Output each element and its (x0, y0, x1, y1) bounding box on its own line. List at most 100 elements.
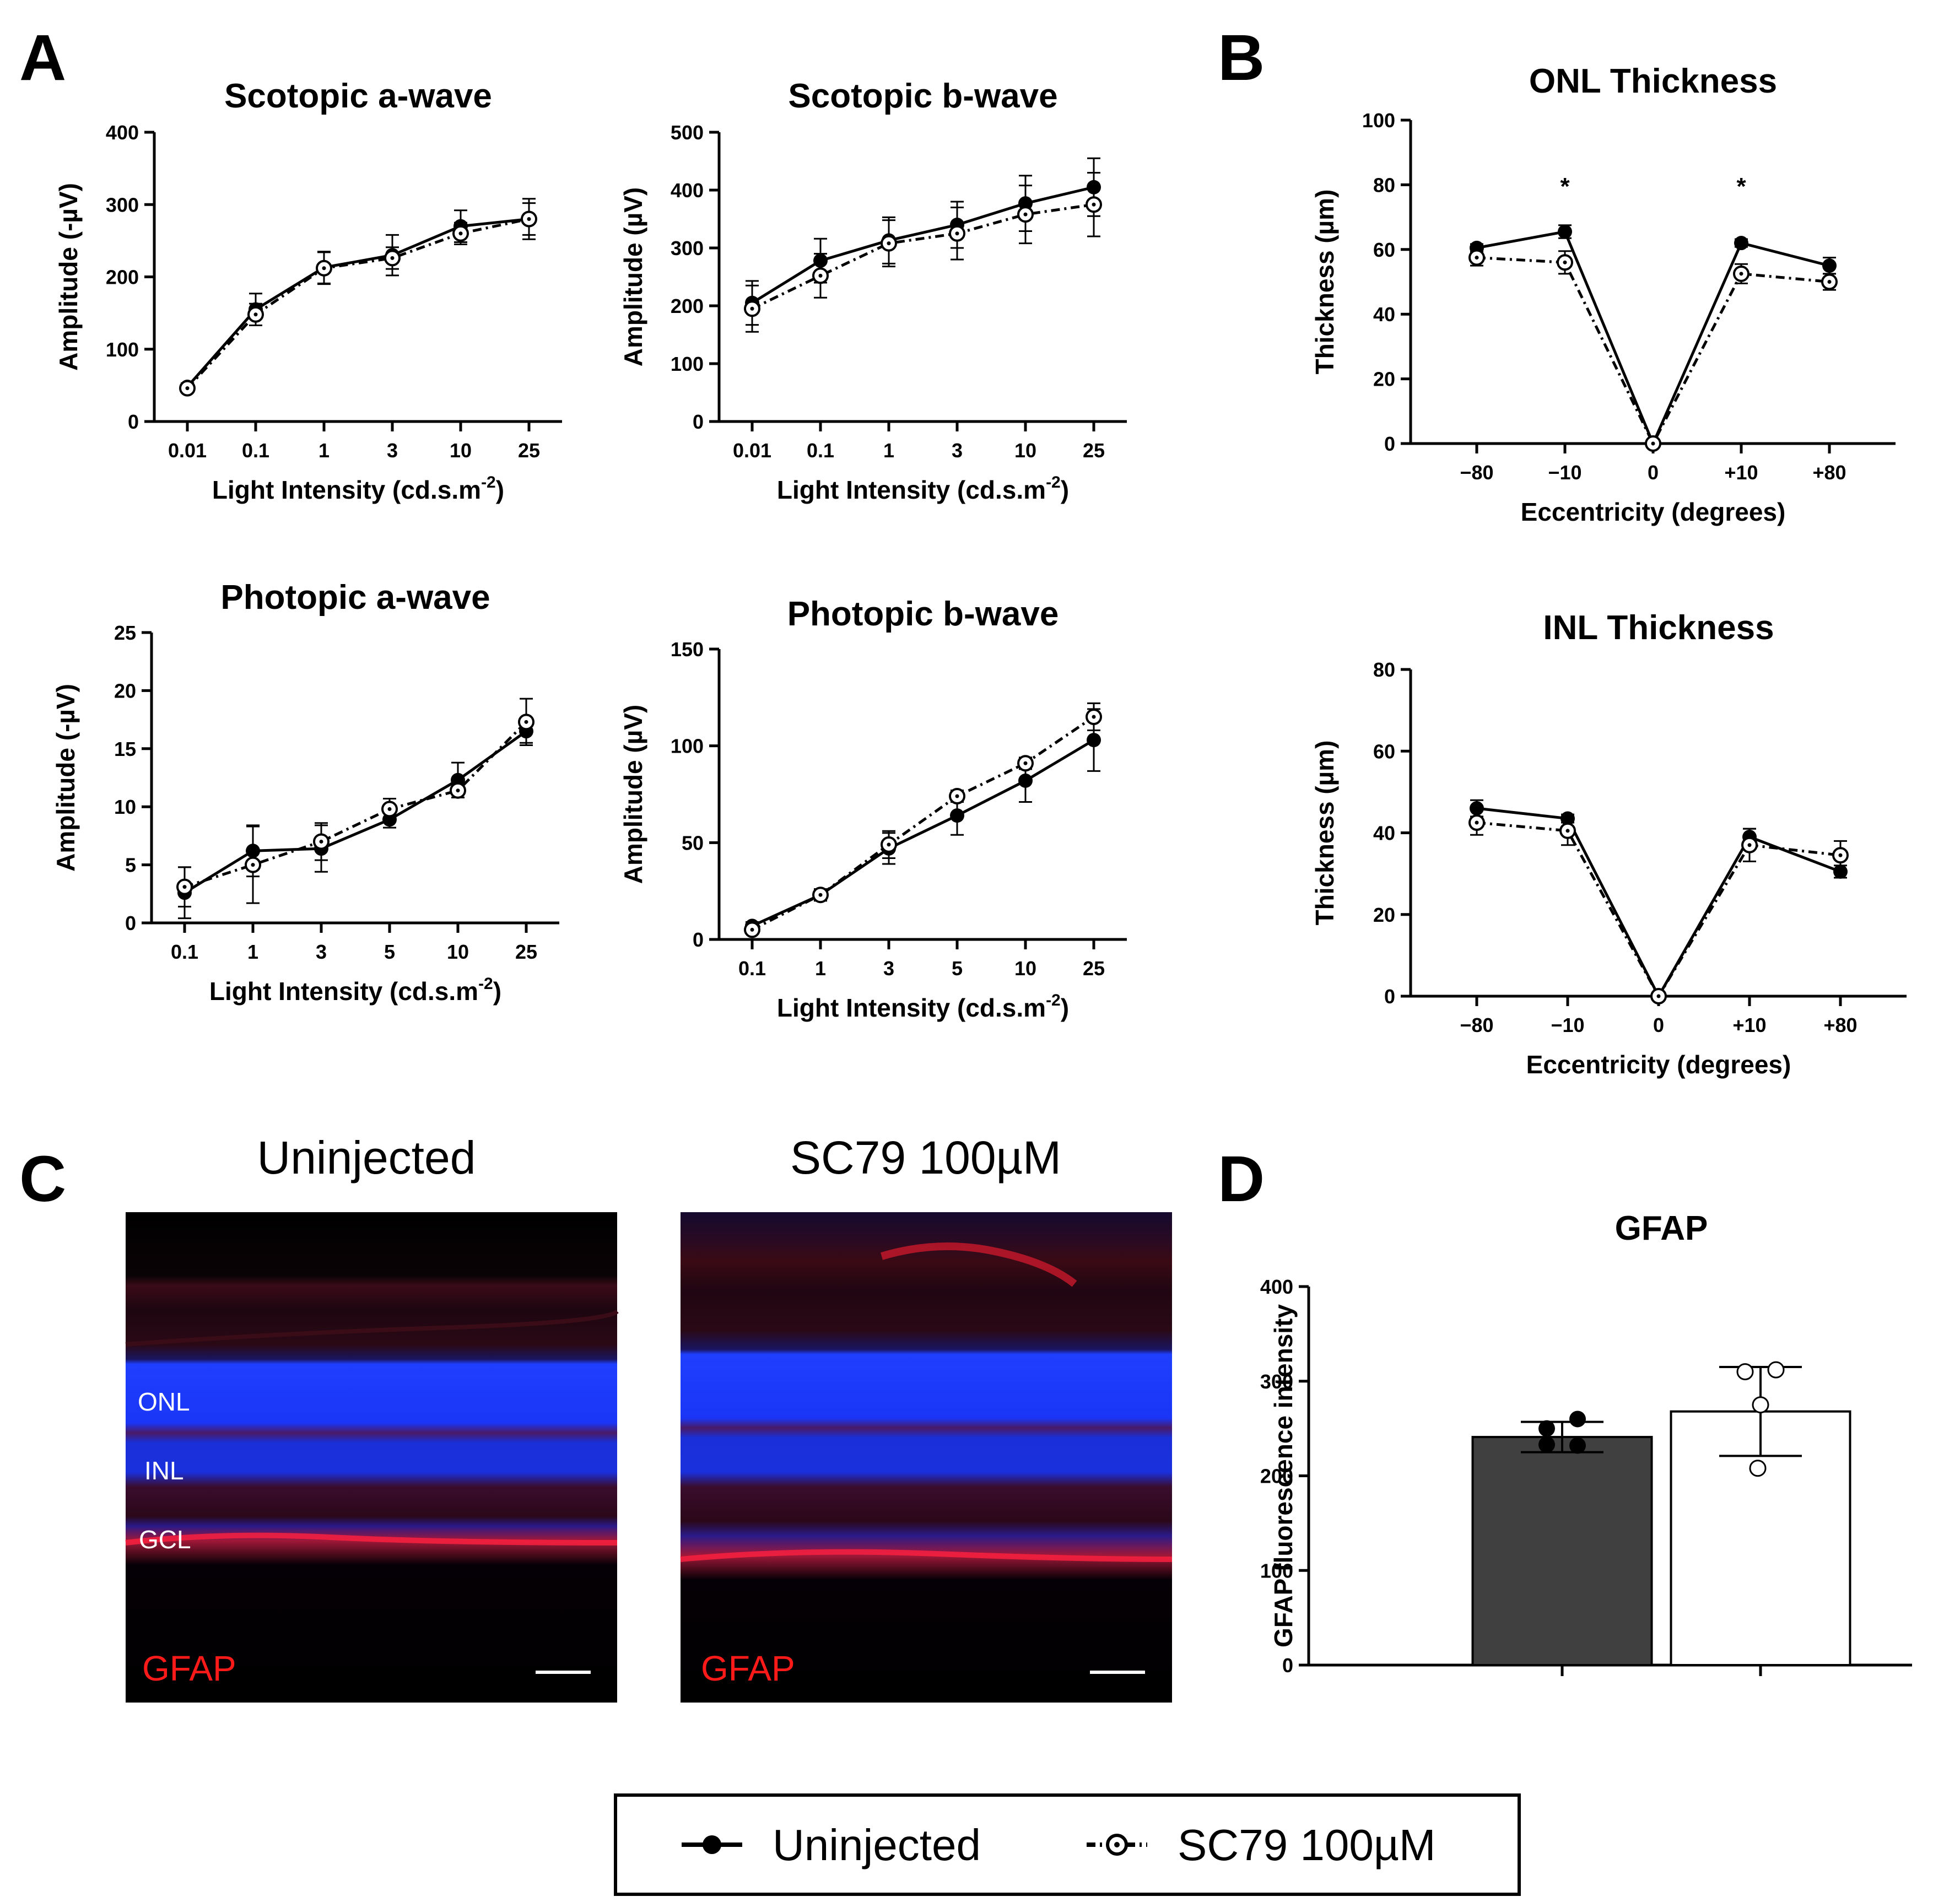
data-point-center (955, 794, 959, 798)
y-tick-label: 0 (128, 410, 139, 433)
x-axis-label: Light Intensity (cd.s.m-2) (777, 473, 1069, 504)
micrograph-title-sc79: SC79 100µM (790, 1132, 1061, 1184)
data-point-center (253, 312, 258, 317)
significance-marker: * (1736, 173, 1746, 200)
data-point-center (1092, 202, 1096, 207)
y-tick-label: 300 (671, 237, 704, 260)
y-tick-label: 400 (1260, 1276, 1293, 1298)
series-line-uninjected (186, 218, 530, 388)
data-point-uninjected (1087, 733, 1101, 748)
data-point-sc79 (1749, 1460, 1767, 1477)
y-tick-label: 100 (1260, 1559, 1293, 1582)
layer-label-inl: INL (144, 1456, 184, 1485)
data-point-center (887, 241, 891, 246)
data-point-sc79 (1767, 1361, 1785, 1379)
chart-title: ONL Thickness (1529, 62, 1777, 100)
data-point-center (1565, 829, 1570, 833)
data-point-center (1092, 715, 1096, 719)
data-point-center (390, 256, 395, 260)
data-point-center (458, 231, 463, 236)
data-point-center (1475, 820, 1479, 825)
y-tick-label: 200 (106, 266, 139, 289)
x-tick-label: −10 (1551, 1014, 1584, 1036)
y-tick-label: 50 (682, 831, 704, 854)
x-tick-label: 3 (883, 957, 894, 980)
y-tick-label: 15 (114, 738, 136, 760)
layer-label-gcl: GCL (139, 1525, 191, 1554)
y-tick-label: 10 (114, 796, 136, 818)
y-tick-label: 60 (1373, 239, 1395, 261)
retina-texture (880, 1242, 1077, 1287)
chart-scotopic-b-wave: Scotopic b-wave 0 100 200 300 400 500 0.01 0.1 1 3… (619, 77, 1127, 504)
x-tick-label: −10 (1548, 461, 1581, 484)
panel-label-d: D (1218, 1143, 1265, 1215)
x-tick-label: −80 (1460, 1014, 1493, 1036)
x-axis-label: Light Intensity (cd.s.m-2) (209, 975, 501, 1006)
data-point-center (182, 885, 187, 889)
data-point-center (887, 842, 891, 847)
y-tick-label: 300 (106, 193, 139, 216)
x-tick-label: 25 (518, 439, 540, 462)
data-point-center (319, 839, 323, 844)
series-line-uninjected (183, 730, 527, 894)
series-line-sc79 (1476, 256, 1830, 447)
x-tick-label: 5 (952, 957, 963, 980)
y-tick-label: 20 (1373, 368, 1395, 391)
x-tick-label: 10 (1014, 957, 1036, 980)
data-point-center (387, 807, 392, 811)
chart-title: Photopic b-wave (787, 595, 1059, 633)
legend-box (614, 1793, 1521, 1896)
retina-texture (125, 1309, 619, 1347)
x-tick-label: 3 (316, 941, 327, 963)
x-tick-label: +80 (1812, 461, 1846, 484)
x-axis-label: Light Intensity (cd.s.m-2) (212, 473, 504, 504)
x-tick-label: 25 (515, 941, 537, 963)
data-point-uninjected (1569, 1411, 1586, 1428)
y-tick-label: 100 (671, 735, 704, 758)
data-point-center (1656, 994, 1661, 998)
y-tick-label: 25 (114, 622, 136, 644)
data-point-uninjected (1470, 801, 1484, 816)
x-tick-label: 10 (447, 941, 469, 963)
series-line-sc79 (186, 218, 530, 390)
data-point-center (1023, 212, 1028, 217)
data-point-center (1838, 853, 1843, 857)
y-axis-label: Amplitude (-µV) (51, 684, 80, 872)
y-tick-label: 100 (106, 338, 139, 361)
data-point-center (322, 266, 326, 271)
chart-title: GFAP (1615, 1209, 1708, 1247)
data-point-uninjected (950, 808, 964, 823)
chart-scotopic-a-wave: Scotopic a-wave 0 100 200 300 400 0.01 0.1 1 3 10 2… (54, 77, 562, 504)
y-tick-label: 400 (106, 121, 139, 144)
x-tick-label: 3 (387, 439, 398, 462)
micrograph-sc79: GFAP (680, 1212, 1173, 1703)
bar-uninjected (1471, 1436, 1653, 1667)
y-tick-label: 500 (671, 121, 704, 144)
y-axis-label: Amplitude (µV) (619, 187, 647, 366)
data-point-center (524, 720, 528, 724)
legend-label-sc79: SC79 100µM (1178, 1820, 1436, 1869)
y-tick-label: 0 (693, 928, 704, 951)
stain-label-gfap: GFAP (701, 1649, 795, 1688)
x-tick-label: 0.1 (242, 439, 269, 462)
retina-image-uninjected (126, 1212, 617, 1703)
scale-bar (536, 1671, 591, 1674)
data-point-center (527, 217, 531, 221)
x-axis-label: Eccentricity (degrees) (1526, 1050, 1791, 1079)
panel-label-a: A (19, 21, 66, 94)
data-point-uninjected (1558, 224, 1572, 239)
chart-title: INL Thickness (1543, 609, 1774, 647)
chart-title: Scotopic a-wave (224, 77, 492, 115)
x-tick-label: 0.01 (733, 439, 771, 462)
x-tick-label: 25 (1083, 439, 1105, 462)
y-tick-label: 100 (1362, 109, 1395, 132)
panel-label-b: B (1218, 21, 1265, 94)
x-axis-label: Light Intensity (cd.s.m-2) (777, 991, 1069, 1022)
y-axis-label: Amplitude (-µV) (54, 183, 83, 371)
data-point-sc79 (1736, 1363, 1754, 1381)
chart-photopic-b-wave: Photopic b-wave 0 50 100 150 0.1 1 3 5 10 25 Light … (619, 595, 1127, 1022)
data-point-sc79 (1752, 1396, 1769, 1414)
scale-bar (1090, 1671, 1145, 1674)
x-axis-label: Eccentricity (degrees) (1521, 498, 1786, 526)
